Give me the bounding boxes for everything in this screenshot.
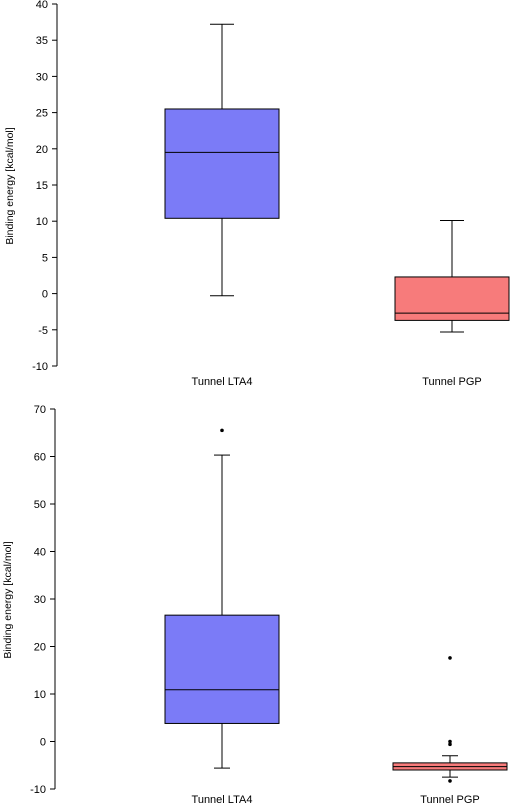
y-tick-label: 25 bbox=[36, 108, 48, 120]
y-tick-label: 5 bbox=[42, 252, 48, 264]
y-tick-label: -10 bbox=[32, 361, 48, 373]
box-pgp bbox=[394, 219, 510, 333]
y-tick-label: 40 bbox=[34, 547, 46, 559]
outlier-point bbox=[448, 779, 452, 783]
y-tick-label: 10 bbox=[36, 216, 48, 228]
y-tick-label: -5 bbox=[38, 325, 48, 337]
y-tick-label: 0 bbox=[40, 737, 46, 749]
outlier-point bbox=[448, 742, 452, 747]
y-tick-label: 0 bbox=[42, 289, 48, 301]
category-label: Tunnel LTA4 bbox=[192, 376, 253, 388]
y-axis-label: Binding energy [kcal/mol] bbox=[4, 127, 16, 244]
y-tick-label: -10 bbox=[30, 784, 46, 796]
box-rect bbox=[394, 276, 510, 321]
y-tick-label: 15 bbox=[36, 180, 48, 192]
y-tick-label: 30 bbox=[36, 71, 48, 83]
y-tick-label: 40 bbox=[36, 0, 48, 11]
y-tick-label: 30 bbox=[34, 594, 46, 606]
panel-bottom: Binding energy [kcal/mol] -10 0 10 20 30 40 50… bbox=[2, 404, 508, 806]
y-tick-label: 20 bbox=[34, 642, 46, 654]
y-axis-label: Binding energy [kcal/mol] bbox=[2, 541, 14, 658]
box-lta4 bbox=[164, 23, 280, 297]
box-lta4 bbox=[164, 428, 280, 769]
y-tick-label: 35 bbox=[36, 35, 48, 47]
panel-top: Binding energy [kcal/mol] -10 -5 0 5 10 15 20 2… bbox=[4, 0, 510, 388]
y-tick-label: 20 bbox=[36, 144, 48, 156]
box-pgp bbox=[392, 656, 508, 783]
outlier-point bbox=[448, 656, 452, 660]
y-tick-label: 60 bbox=[34, 452, 46, 464]
y-tick-label: 50 bbox=[34, 499, 46, 511]
outlier-point bbox=[220, 428, 224, 433]
outlier-point bbox=[448, 739, 452, 744]
box-rect bbox=[164, 614, 280, 724]
category-label: Tunnel PGP bbox=[422, 376, 482, 388]
y-tick-label: 70 bbox=[34, 404, 46, 416]
category-label: Tunnel LTA4 bbox=[192, 794, 253, 806]
box-rect bbox=[164, 108, 280, 219]
y-tick-label: 10 bbox=[34, 689, 46, 701]
category-label: Tunnel PGP bbox=[420, 794, 480, 806]
